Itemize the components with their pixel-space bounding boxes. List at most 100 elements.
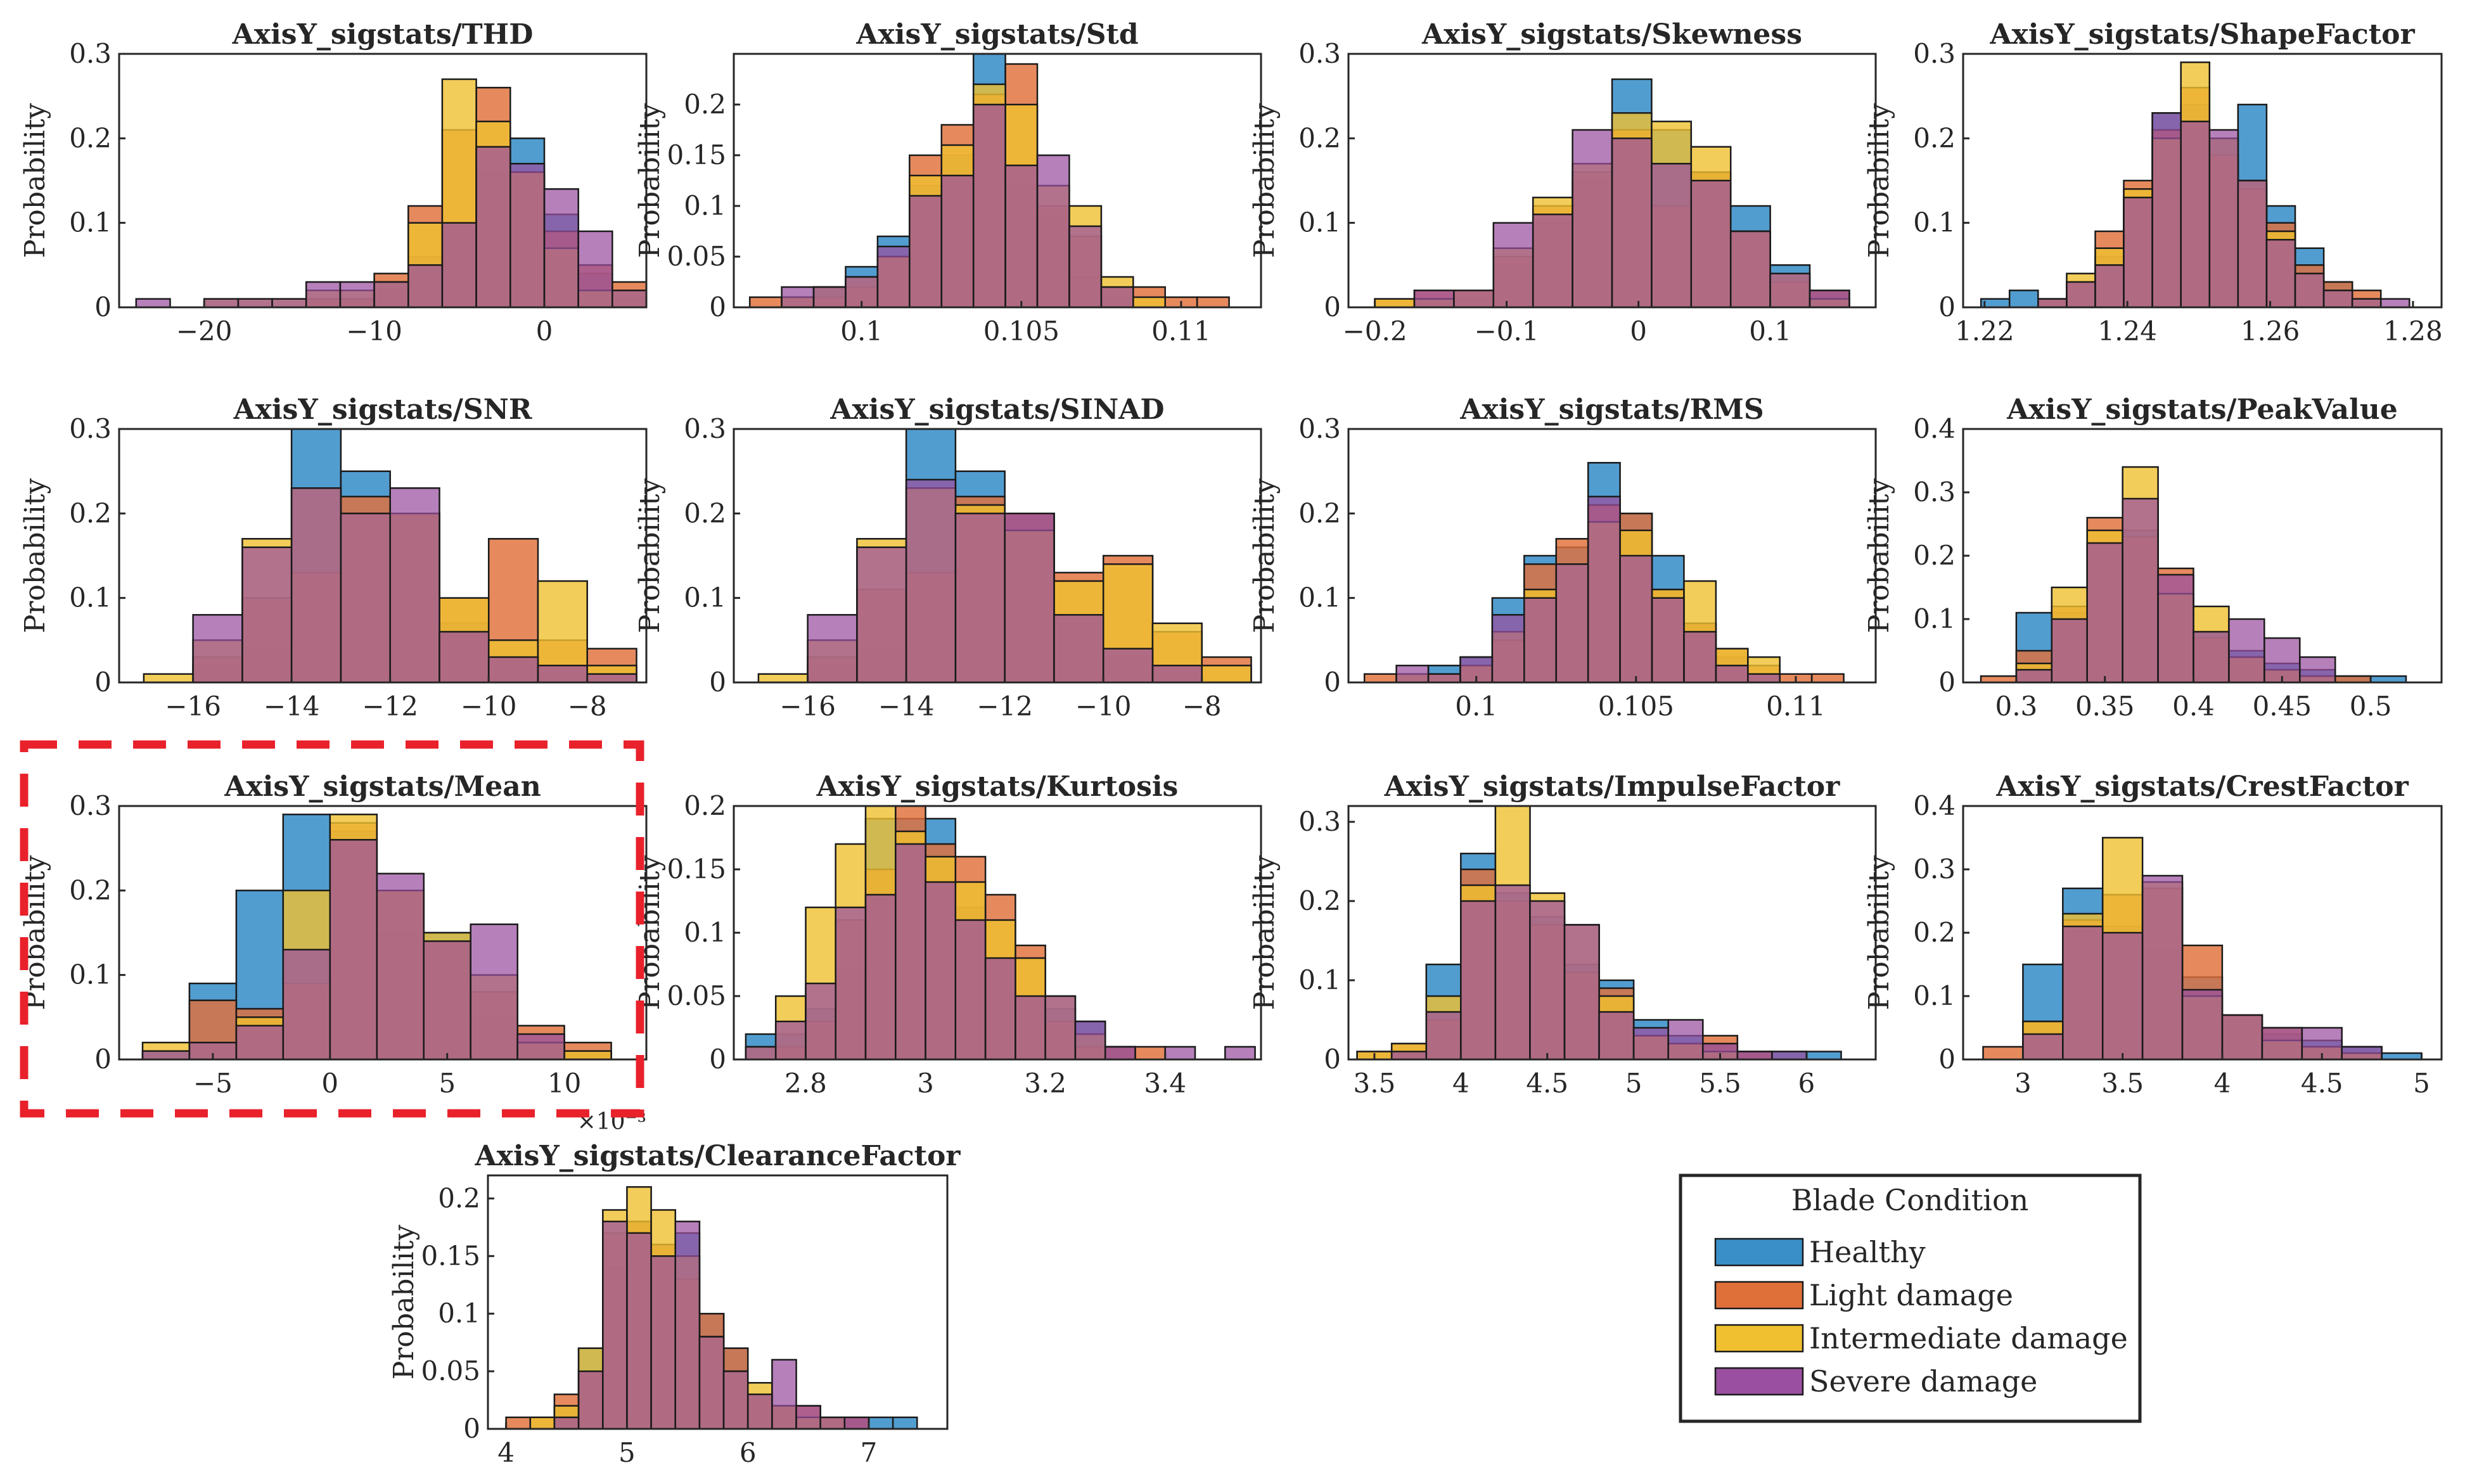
bar-severe-damage [509,163,546,309]
bar-severe-damage [1100,286,1134,309]
bar-severe-damage [2180,120,2211,309]
chart-title: AxisY_sigstats/PeakValue [2006,393,2398,426]
legend-swatch-severe-damage [1714,1367,1804,1396]
bar-severe-damage [2221,1014,2263,1061]
y-tick-label: 0 [1938,291,1956,323]
bar-severe-damage [475,146,511,309]
bar-severe-damage [2157,573,2194,684]
bar-severe-damage [192,614,243,684]
bar-severe-damage [577,1370,604,1430]
axes-frame [1347,53,1877,309]
x-tick-label: 4 [1452,1068,1469,1099]
bar-severe-damage [2066,281,2096,309]
bar-severe-damage [1015,995,1046,1061]
bar-severe-damage [376,873,425,1061]
x-tick-label: 0.105 [983,316,1060,347]
y-axis-label: Probability [19,855,51,1011]
axes-frame [487,1174,949,1430]
y-axis-label: Probability [388,1225,420,1380]
bar-severe-damage [1587,496,1621,684]
bar-severe-damage [1151,665,1203,684]
bar-severe-damage [805,982,837,1061]
bar-intermediate-damage [529,1416,556,1430]
y-axis-label: Probability [1863,478,1895,634]
bar-severe-damage [650,1255,677,1430]
bar-severe-damage [940,174,975,309]
y-tick-label: 0.3 [1298,413,1341,444]
x-tick-label: −20 [176,316,233,347]
y-axis-label: Probability [1863,103,1895,259]
bar-intermediate-damage [1374,298,1416,309]
bar-light-damage [505,1416,532,1430]
x-tick-label: 1.26 [2241,316,2300,347]
y-tick-label: 0.2 [1298,885,1341,916]
bar-severe-damage [2294,272,2325,309]
legend-label-light-damage: Light damage [1809,1278,2013,1312]
panel-kurtosis: 2.8 3 3.2 3.4 0 0.05 0.1 0.15 0.2 AxisY_sigstats/… [634,771,1262,1099]
bar-severe-damage [1651,597,1685,684]
axes-frame [118,805,648,1061]
chart-title: AxisY_sigstats/SNR [233,393,532,426]
y-tick-label: 0.3 [69,790,112,821]
bar-severe-damage [2228,618,2265,684]
bar-severe-damage [1425,1011,1462,1061]
y-tick-label: 0 [1324,667,1341,698]
y-tick-label: 0.1 [69,582,112,613]
bar-severe-damage [2094,264,2125,309]
y-tick-label: 0 [1938,1044,1956,1075]
bar-severe-damage [2265,239,2296,309]
x-tick-label: 3.4 [1144,1068,1186,1099]
chart-title: AxisY_sigstats/ShapeFactor [1989,18,2415,51]
bar-severe-damage [2141,874,2184,1061]
bar-severe-damage [1747,673,1781,684]
y-tick-label: 0.05 [421,1355,480,1386]
panel-rms: 0.1 0.105 0.11 0 0.1 0.2 0.3 AxisY_sigstats/RMS… [1248,393,1877,722]
bar-severe-damage [611,290,648,309]
y-tick-label: 0.15 [667,139,726,170]
y-tick-label: 0.1 [1913,980,1956,1011]
bar-severe-damage [329,839,378,1061]
legend-swatch-healthy [1714,1238,1804,1267]
bar-severe-damage [1690,179,1732,309]
bar-severe-damage [1715,665,1749,684]
legend-label-healthy: Healthy [1809,1235,1926,1269]
series-severe-damage [553,1220,870,1430]
y-tick-label: 0 [709,667,726,698]
x-tick-label: 1.22 [1955,316,2014,347]
chart-title: AxisY_sigstats/RMS [1459,393,1764,426]
x-tick-label: −5 [193,1068,233,1099]
bar-severe-damage [237,298,273,309]
series-severe-damage [2037,112,2411,309]
bar-light-damage [1134,1046,1167,1061]
bar-severe-damage [602,1220,628,1430]
bar-severe-damage [271,298,307,309]
y-tick-label: 0.3 [1913,854,1956,885]
axes-frame [1347,428,1877,684]
y-tick-label: 0 [1324,291,1341,323]
legend-label-severe-damage: Severe damage [1809,1364,2037,1398]
panel-clearance-factor: 4 5 6 7 0 0.05 0.1 0.15 0.2 AxisY_sigstats/Cleara… [388,1140,961,1468]
x-tick-label: 0.1 [1455,691,1497,722]
bar-severe-damage [2037,298,2068,309]
bar-severe-damage [864,893,897,1061]
bar-healthy [892,1416,918,1430]
x-tick-label: 4 [497,1437,515,1468]
bar-severe-damage [407,264,444,309]
bar-healthy [2008,290,2039,309]
chart-title: AxisY_sigstats/Std [855,18,1138,51]
bar-intermediate-damage [757,673,809,684]
bar-light-damage [1363,673,1397,684]
x-tick-label: 3.5 [2101,1068,2144,1099]
y-tick-label: 0.2 [684,89,726,120]
y-axis-label: Probability [1248,478,1281,634]
x-tick-label: 4.5 [1526,1068,1568,1099]
bar-severe-damage [1729,230,1771,309]
y-tick-label: 0.3 [1298,806,1341,837]
bar-severe-damage [1701,1042,1739,1061]
bar-severe-damage [2237,179,2268,309]
y-tick-label: 0.1 [1298,207,1341,238]
x-tick-label: 0.4 [2172,691,2215,722]
y-tick-label: 0.3 [1298,38,1341,69]
y-tick-label: 0.2 [684,790,726,821]
bar-severe-damage [1563,924,1600,1061]
